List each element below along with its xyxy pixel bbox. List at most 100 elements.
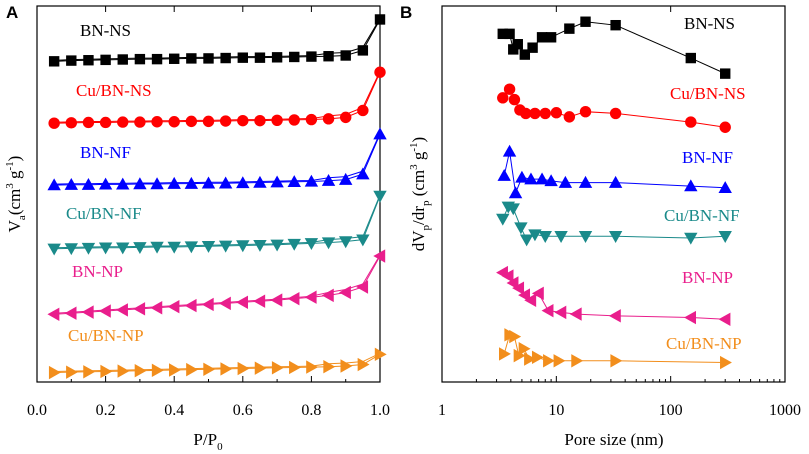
data-point-bn-ns [83,55,94,66]
data-point-cu-bn-ns [168,116,180,128]
data-point-bn-ns [340,50,351,61]
data-point-bn-ns [151,53,163,65]
x-tick-label: 100 [659,402,683,419]
series-bn-ns-psd [497,16,731,79]
data-point-cu-bn-np [134,364,147,378]
data-point-bn-np [133,302,146,316]
data-point-cu-bn-ns-psd [529,107,541,120]
data-point-bn-nf-psd [684,179,698,192]
panel-a-x-axis-label: P/P0 [193,430,223,453]
series-cu-bn-np [48,347,387,380]
data-point-bn-np [236,295,248,309]
data-point-bn-np [81,305,94,319]
data-point-bn-nf-psd [578,175,593,188]
data-point-bn-nf [236,176,250,189]
data-point-bn-np [98,304,111,318]
data-point-cu-bn-ns-psd [497,92,509,104]
x-tick-label: 0.8 [301,402,321,419]
data-point-cu-bn-np-psd [531,350,544,365]
data-point-cu-bn-ns [288,114,300,126]
series-label-cu-bn-np: Cu/BN-NP [68,326,144,345]
data-point-bn-nf [81,178,96,190]
data-point-bn-nf [304,174,319,187]
data-point-cu-bn-nf [98,242,113,255]
data-point-cu-bn-nf [47,243,61,256]
data-point-cu-bn-np-psd [571,354,584,368]
data-point-cu-bn-ns-psd [719,121,731,133]
series-label-bn-ns: BN-NS [80,21,131,40]
data-point-cu-bn-np [151,363,164,378]
data-point-bn-np [270,293,283,307]
data-point-bn-np [373,249,386,263]
data-point-cu-bn-np [203,362,216,376]
data-point-bn-nf-psd [718,181,732,194]
data-point-bn-np [116,303,128,317]
series-cu-bn-np-psd [499,328,732,370]
data-point-cu-bn-nf [253,239,267,252]
data-point-cu-bn-nf [133,242,147,255]
data-point-cu-bn-nf-psd [528,229,542,242]
data-point-cu-bn-np [323,360,336,374]
data-point-bn-np [47,307,60,321]
data-point-bn-nf [287,175,301,188]
data-point-bn-nf-psd [544,174,558,187]
data-point-bn-nf [201,176,216,189]
data-point-bn-np [184,298,197,313]
data-point-bn-ns [203,53,214,64]
data-point-cu-bn-nf [64,243,78,256]
panel-b-y-axis-label: dVp/drp (cm3 g-1) [408,137,432,251]
data-point-cu-bn-ns [117,116,129,128]
data-point-bn-np-psd [512,281,525,295]
series-cu-bn-nf-psd [496,201,732,247]
data-point-cu-bn-ns [271,114,283,126]
data-point-bn-nf [116,177,130,190]
data-point-cu-bn-np-psd [543,354,555,368]
data-point-cu-bn-ns [374,66,386,78]
series-label-bn-nf: BN-NF [80,143,131,162]
data-point-cu-bn-nf-psd [718,231,732,243]
data-point-bn-nf-psd [558,175,573,188]
series-bn-nf-psd [497,144,732,199]
series-cu-bn-ns-psd [497,83,731,133]
data-point-bn-nf [64,178,78,190]
data-point-bn-ns [289,51,300,63]
data-point-cu-bn-np-psd [513,348,526,363]
data-point-cu-bn-np [237,361,250,376]
data-point-bn-ns [66,55,77,66]
data-point-cu-bn-nf-psd [684,232,698,245]
data-point-bn-np [339,285,351,300]
data-point-cu-bn-np [254,361,267,375]
data-point-bn-ns-psd [519,49,531,60]
data-point-cu-bn-nf [81,242,96,255]
series-line-bn-nf-psd [503,151,726,195]
data-point-bn-np [287,291,300,306]
data-point-bn-nf-psd [608,175,623,188]
data-point-bn-nf [339,172,353,185]
data-point-cu-bn-ns [305,113,318,126]
data-point-cu-bn-np [271,361,284,375]
series-label-bn-nf-psd: BN-NF [682,148,733,167]
series-label-bn-np: BN-NP [72,262,123,281]
data-point-bn-np-psd [569,307,582,321]
series-label-cu-bn-ns-psd: Cu/BN-NS [670,84,746,103]
data-point-bn-np-psd [684,310,696,325]
data-point-cu-bn-nf-psd [496,213,510,226]
data-point-cu-bn-ns-psd [550,107,563,119]
data-point-bn-ns-psd [564,23,575,34]
panel-b-letter: B [400,3,412,22]
series-label-cu-bn-np-psd: Cu/BN-NP [666,334,742,353]
data-point-cu-bn-ns-psd [503,83,516,95]
data-point-cu-bn-nf [201,241,216,253]
data-point-cu-bn-ns [185,115,198,128]
data-point-bn-nf [253,175,267,188]
x-tick-label: 0.4 [164,402,184,419]
series-label-bn-ns-psd: BN-NS [684,14,735,33]
panel-a: A BN-NS Cu/BN-NS BN-NF Cu/BN-NF BN-NP Cu/BN-N… [4,3,390,453]
data-point-bn-nf [321,174,336,186]
series-cu-bn-nf [47,190,387,256]
data-point-cu-bn-nf-psd [538,231,552,243]
data-point-bn-ns [374,14,386,25]
series-label-cu-bn-nf-psd: Cu/BN-NF [664,206,740,225]
data-point-cu-bn-ns-psd [539,107,551,120]
series-bn-np [47,249,386,321]
